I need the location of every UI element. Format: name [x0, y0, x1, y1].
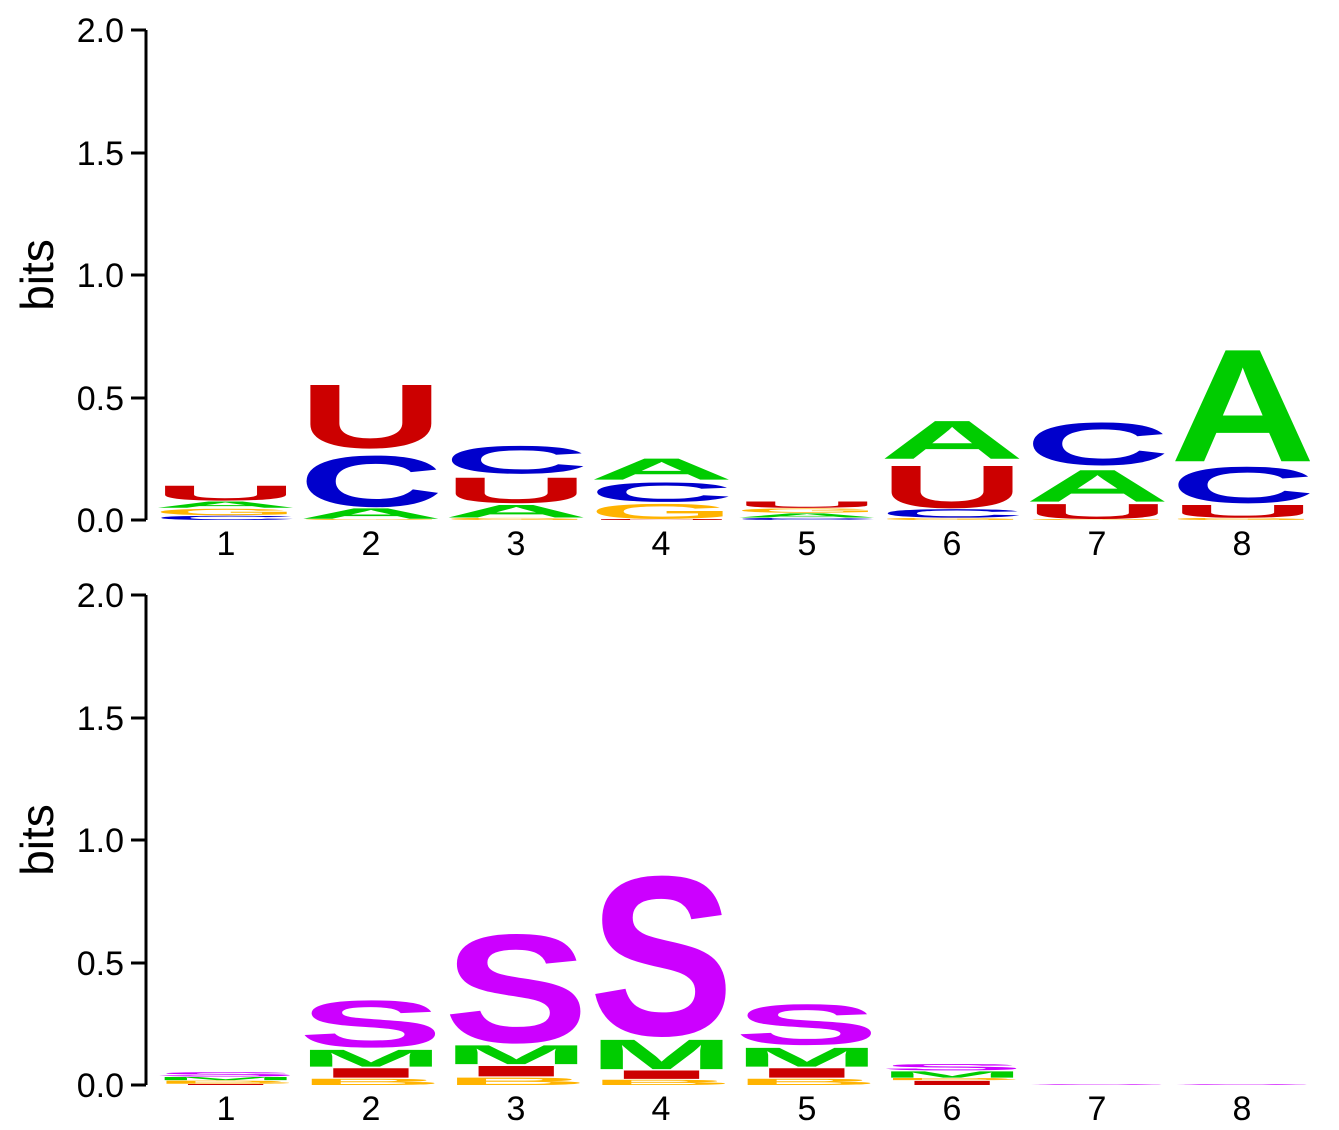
logo-letter-a: A: [1025, 460, 1170, 511]
x-tick-label: 3: [507, 1090, 526, 1128]
x-tick-label: 1: [217, 525, 236, 563]
logo-letter-a: A: [589, 452, 734, 486]
x-tick-label: 2: [362, 1090, 381, 1128]
y-tick-label: 0.0: [77, 502, 124, 540]
logo-letter-c: C: [880, 507, 1025, 521]
logo-letter-s: S: [880, 1062, 1025, 1072]
x-tick-label: 1: [217, 1090, 236, 1128]
x-tick-label: 4: [652, 525, 671, 563]
logo-letter-c: C: [1170, 456, 1315, 514]
logo-letter-g: G: [734, 507, 879, 514]
logo-letter-m: M: [444, 1040, 589, 1070]
logo-letter-s: S: [734, 992, 879, 1056]
logo-letter-m: M: [589, 1031, 734, 1079]
logo-letter-u: U: [153, 481, 298, 505]
logo-letter-a: A: [298, 505, 443, 522]
logo-letter-s: S: [589, 829, 734, 1084]
logo-letter-u: U: [444, 470, 589, 511]
x-tick-label: 2: [362, 525, 381, 563]
logo-letter-c: C: [444, 438, 589, 482]
logo-letter-a: A: [153, 500, 298, 510]
logo-letter-s: S: [298, 987, 443, 1062]
logo-letter-s: S: [153, 1071, 298, 1078]
logo-letter-i: I: [153, 1084, 298, 1086]
y-tick-label: 1.0: [77, 257, 124, 295]
y-tick-label: 2.0: [77, 577, 124, 615]
logo-letter-m: M: [734, 1042, 879, 1072]
logo-letter-a: A: [880, 410, 1025, 471]
x-tick-label: 6: [943, 1090, 962, 1128]
logo-letter-s: S: [1025, 1084, 1170, 1085]
logo-letter-u: U: [298, 366, 443, 468]
logo-letter-s: S: [444, 903, 589, 1076]
x-tick-label: 8: [1233, 1090, 1252, 1128]
logo-letter-c: C: [734, 517, 879, 520]
logo-letter-u: U: [589, 519, 734, 521]
logo-letter-g: G: [444, 517, 589, 520]
logo-letter-b: B: [880, 1077, 1025, 1080]
logo-letter-i: I: [734, 1065, 879, 1080]
y-tick-label: 0.5: [77, 945, 124, 983]
y-tick-label: 1.5: [77, 135, 124, 173]
logo-letter-a: A: [444, 501, 589, 521]
logo-letter-u: U: [880, 453, 1025, 521]
logo-letter-c: C: [589, 477, 734, 507]
logo-letter-m: M: [880, 1069, 1025, 1079]
logo-letter-u: U: [1170, 501, 1315, 521]
x-tick-label: 3: [507, 525, 526, 563]
logo-letter-g: G: [880, 517, 1025, 520]
x-tick-label: 7: [1088, 525, 1107, 563]
y-tick-label: 0.0: [77, 1067, 124, 1105]
logo-letter-m: M: [153, 1076, 298, 1081]
logo-letter-i: I: [880, 1080, 1025, 1087]
logo-letter-u: U: [1025, 500, 1170, 524]
x-tick-label: 4: [652, 1090, 671, 1128]
y-axis-title: bits: [11, 239, 63, 311]
logo-letter-b: B: [298, 1077, 443, 1087]
logo-letter-s: S: [1170, 1084, 1315, 1085]
logo-letter-m: M: [298, 1045, 443, 1072]
logo-letter-g: G: [589, 500, 734, 524]
x-tick-label: 8: [1233, 525, 1252, 563]
logo-letter-u: U: [734, 500, 879, 510]
logo-letter-c: C: [1025, 410, 1170, 478]
x-tick-label: 7: [1088, 1090, 1107, 1128]
logo-letter-a: A: [734, 512, 879, 519]
y-tick-label: 2.0: [77, 12, 124, 50]
y-tick-label: 1.5: [77, 700, 124, 738]
logo-letter-b: B: [589, 1078, 734, 1086]
logo-letter-c: C: [153, 515, 298, 522]
logo-letter-g: G: [1025, 519, 1170, 521]
logo-letter-i: I: [444, 1063, 589, 1080]
logo-letter-g: G: [153, 507, 298, 517]
logo-letter-a: A: [1170, 315, 1315, 495]
logo-letter-i: I: [298, 1065, 443, 1080]
x-tick-label: 5: [798, 1090, 817, 1128]
logo-letter-g: G: [1170, 517, 1315, 520]
logo-letter-b: B: [734, 1077, 879, 1087]
y-tick-label: 0.5: [77, 380, 124, 418]
logo-letter-c: C: [298, 441, 443, 522]
logo-letter-b: B: [444, 1075, 589, 1087]
y-axis-title: bits: [11, 804, 63, 876]
x-tick-label: 6: [943, 525, 962, 563]
y-tick-label: 1.0: [77, 822, 124, 860]
x-tick-label: 5: [798, 525, 817, 563]
logo-letter-b: B: [153, 1080, 298, 1085]
logo-letter-g: G: [298, 519, 443, 521]
logo-letter-i: I: [589, 1068, 734, 1082]
